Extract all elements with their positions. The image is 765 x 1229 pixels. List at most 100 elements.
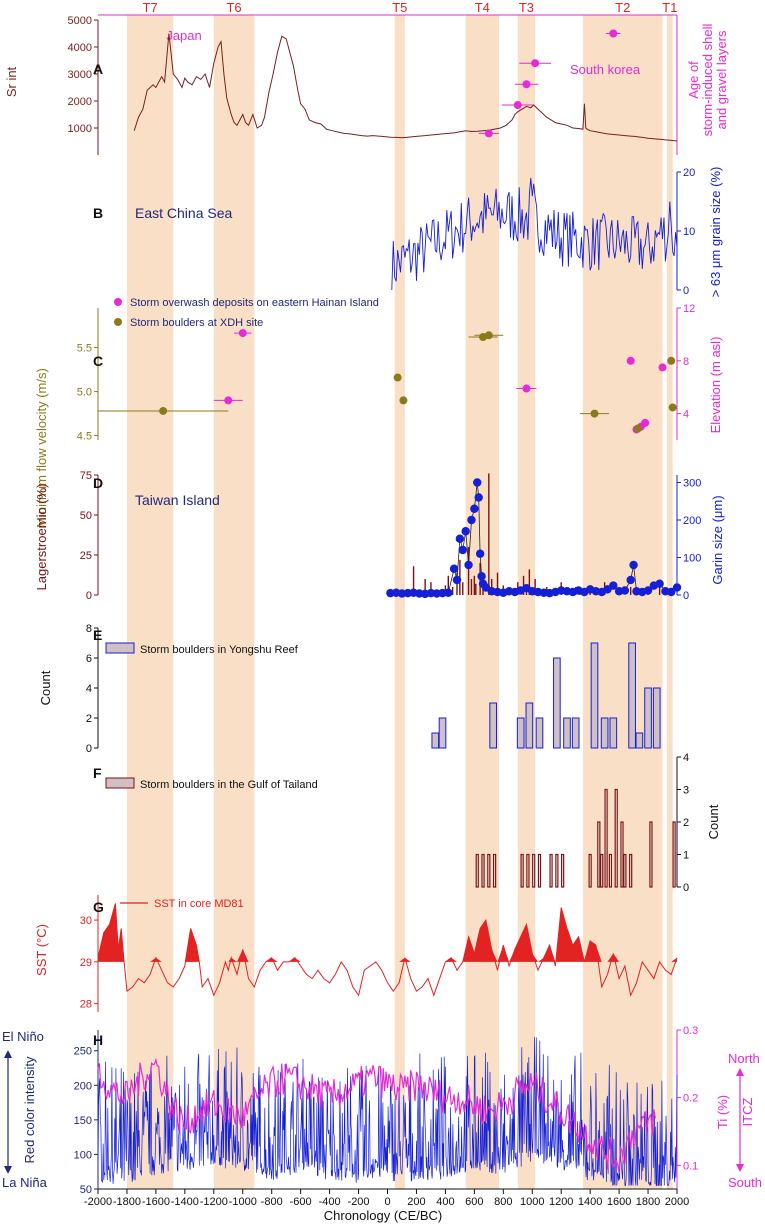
panel-b-title: East China Sea	[135, 205, 232, 221]
sst-line	[97, 903, 678, 997]
x-tick-label: -1800	[113, 1196, 141, 1208]
band-label-T7: T7	[143, 0, 158, 15]
tailand-bar	[600, 853, 604, 888]
x-tick-label: -1200	[200, 1196, 228, 1208]
panel-d-left-axis-tick-label: 50	[80, 510, 92, 522]
panel-d: 0 25 50 75 0 100 200 300 Lagerstroemio (%) Garin …	[34, 470, 725, 602]
age-point	[609, 29, 618, 38]
xdh-point	[159, 406, 168, 415]
band-T4	[465, 15, 499, 1189]
panel-f-right-axis-tick-label: 1	[683, 850, 689, 862]
panel-h-left-axis-tick-label: 200	[74, 1080, 92, 1092]
ti-line	[97, 1057, 656, 1173]
grain-point	[667, 587, 676, 597]
sr-series-line	[133, 33, 678, 142]
yongshu-bar	[563, 717, 571, 749]
panel-e-letter: E	[93, 627, 102, 643]
panel-c-left-axis-tick-label: 5.5	[77, 343, 92, 355]
yongshu-bar	[652, 687, 661, 749]
panel-g-left-axis-tick-label: 29	[80, 957, 92, 969]
yongshu-bar	[489, 702, 497, 749]
panel-a-left-axis-tick-label: 5000	[68, 15, 92, 27]
x-tick-label: 2000	[665, 1196, 689, 1208]
x-tick-label: 1400	[578, 1196, 602, 1208]
grain-point	[470, 504, 479, 513]
panel-a-letter: A	[93, 61, 103, 77]
x-tick-label: 1200	[549, 1196, 573, 1208]
panel-a-left-axis-tick-label: 2000	[68, 96, 92, 108]
xdh-point	[668, 403, 677, 412]
panel-f-right-axis-tick-label: 4	[683, 752, 689, 764]
band-T1	[666, 15, 673, 1189]
hainan-point	[522, 384, 531, 393]
panel-e-left-axis-tick-label: 2	[86, 713, 92, 725]
panel-g-letter: G	[93, 899, 104, 915]
hainan-point	[658, 363, 667, 372]
band-label-T6: T6	[226, 0, 241, 15]
panel-c-left-label: Minimum flow velocity (m/s)	[34, 368, 49, 528]
yongshu-bar	[571, 717, 580, 749]
grain-point	[452, 575, 462, 585]
tailand-bar	[620, 821, 624, 888]
panel-c-right-axis-tick-label: 12	[683, 303, 695, 315]
itcz-north-label: North	[728, 1051, 760, 1066]
panel-h-right-label: Ti (%)	[715, 1095, 730, 1129]
panel-f-right-axis-tick-label: 3	[683, 785, 689, 797]
tailand-bar	[532, 853, 536, 888]
grain-point	[620, 586, 630, 595]
el-nino-label: El Niño	[2, 1029, 44, 1044]
tailand-bar	[526, 853, 530, 888]
grain-point	[458, 545, 467, 555]
panel-d-right-axis-tick-label: 0	[683, 590, 689, 602]
panel-h-right-axis-tick-label: 0.3	[683, 1025, 698, 1037]
x-tick-label: -800	[261, 1196, 283, 1208]
band-T2	[582, 15, 663, 1189]
tailand-bar	[597, 821, 601, 888]
grain-point	[475, 549, 485, 558]
age-point	[531, 59, 540, 68]
grain-point	[449, 564, 459, 573]
panel-f-right-label: Count	[706, 804, 721, 839]
x-tick-label: -600	[290, 1196, 312, 1208]
tailand-bar	[608, 853, 613, 888]
band-T6	[213, 15, 255, 1189]
tailand-bar	[623, 853, 627, 888]
age-point	[522, 80, 531, 89]
panel-c: 4.5 5.0 5.5 4 8 12 Minimum flow velocity (m/s)…	[34, 297, 723, 528]
band-label-T4: T4	[475, 0, 490, 15]
legend-hainan-label: Storm overwash deposits on eastern Haina…	[130, 297, 379, 309]
itcz-arrow-head-up	[736, 1068, 744, 1076]
band-T3	[517, 15, 536, 1189]
panel-h-right-axis-tick-label: 0.1	[683, 1160, 698, 1172]
grain-point	[444, 588, 453, 597]
enso-arrow-head-up	[4, 1050, 12, 1058]
grain-point	[474, 493, 483, 502]
grain-point	[672, 583, 682, 592]
panel-f-letter: F	[93, 765, 102, 781]
panel-e-left-axis-tick-label: 8	[86, 623, 92, 635]
yongshu-bar	[553, 657, 561, 749]
legend-tailand-label: Storm boulders in the Gulf of Tailand	[140, 779, 318, 791]
age-point	[513, 101, 522, 110]
tailand-bar	[555, 853, 559, 888]
panel-g-left-axis-tick-label: 30	[80, 915, 92, 927]
xdh-point	[399, 396, 408, 405]
x-tick-label: -200	[348, 1196, 370, 1208]
x-tick-label: 200	[407, 1196, 425, 1208]
x-tick-label: 400	[436, 1196, 454, 1208]
grain-point	[477, 572, 486, 581]
yongshu-bar	[535, 717, 544, 749]
yongshu-bar	[590, 642, 599, 749]
grain-point	[455, 534, 465, 543]
panel-h-left-axis-tick-label: 250	[74, 1046, 92, 1058]
grain-point	[629, 560, 638, 570]
panel-h: 50 100 150 200 250 0.1 0.2 0.3 H El Niño La Niña Re…	[2, 1025, 762, 1196]
legend-sst-label: SST in core MD81	[154, 898, 244, 910]
panel-g: 28 29 30 SST (°C) G SST in core MD81	[34, 895, 678, 1012]
x-tick-label: 0	[384, 1196, 390, 1208]
panel-c-right-axis-tick-label: 4	[683, 409, 689, 421]
grain-point	[609, 581, 618, 590]
band-T5	[394, 15, 405, 1189]
grain-point	[467, 515, 476, 525]
panel-a-right-label: and gravel layers	[714, 30, 729, 129]
